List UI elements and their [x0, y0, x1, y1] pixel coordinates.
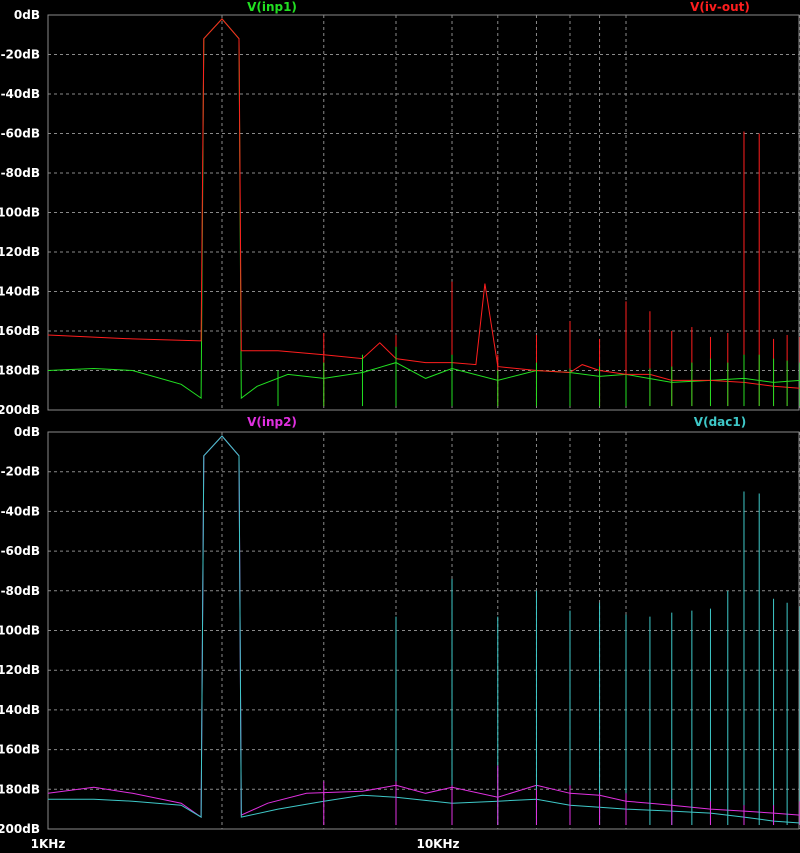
lower-y-axis-labels: 0dB -20dB -40dB -60dB -80dB 100dB 120dB 140dB 16… [0, 425, 40, 836]
y-tick-label: 140dB [0, 703, 40, 717]
plot-frame [47, 431, 800, 830]
y-tick-label: -60dB [1, 544, 40, 558]
upper-pane: 0dB -20dB -40dB -60dB -80dB 100dB 120dB 140dB 16… [0, 0, 800, 417]
upper-traces [47, 18, 800, 407]
y-tick-label: 140dB [0, 285, 40, 299]
plot-frame [47, 14, 800, 411]
x-tick-label-10khz: 10KHz [416, 837, 459, 851]
y-tick-label: 0dB [14, 8, 40, 22]
y-tick-label: 0dB [14, 425, 40, 439]
lower-pane: 0dB -20dB -40dB -60dB -80dB 100dB 120dB 140dB 16… [0, 415, 800, 836]
y-tick-label: 200dB [0, 822, 40, 836]
y-tick-label: -80dB [1, 584, 40, 598]
upper-y-axis-labels: 0dB -20dB -40dB -60dB -80dB 100dB 120dB 140dB 16… [0, 8, 40, 417]
y-tick-label: 100dB [0, 206, 40, 220]
y-tick-label: -60dB [1, 127, 40, 141]
y-tick-label: 180dB [0, 364, 40, 378]
y-tick-label: 120dB [0, 245, 40, 259]
y-tick-label: -20dB [1, 48, 40, 62]
y-tick-label: 120dB [0, 663, 40, 677]
y-tick-label: -40dB [1, 87, 40, 101]
x-tick-label-1khz: 1KHz [31, 837, 66, 851]
legend-v-inp2: V(inp2) [247, 415, 297, 429]
y-tick-label: -20dB [1, 465, 40, 479]
upper-grid [47, 14, 800, 411]
trace-v-iv-out- [47, 18, 800, 389]
legend-v-iv-out: V(iv-out) [690, 0, 750, 14]
legend-v-dac1: V(dac1) [694, 415, 746, 429]
y-tick-label: 160dB [0, 743, 40, 757]
y-tick-label: -40dB [1, 504, 40, 518]
y-tick-label: 100dB [0, 624, 40, 638]
y-tick-label: 160dB [0, 324, 40, 338]
trace-v-dac1- [48, 435, 800, 824]
lower-traces [47, 435, 800, 826]
legend-v-inp1: V(inp1) [247, 0, 297, 14]
y-tick-label: 200dB [0, 403, 40, 417]
y-tick-label: 180dB [0, 782, 40, 796]
y-tick-label: -80dB [1, 166, 40, 180]
